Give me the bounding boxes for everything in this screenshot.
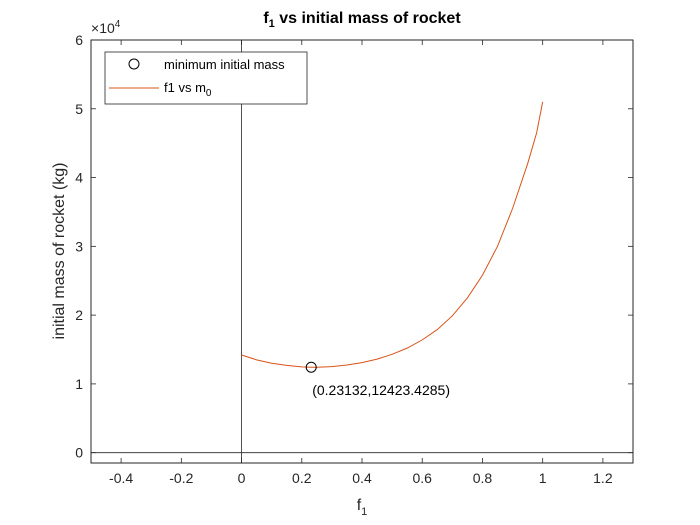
legend-marker-symbol [128, 58, 140, 70]
legend-box [104, 51, 308, 105]
x-tick-label: -0.2 [169, 470, 193, 486]
y-tick-label: 0 [75, 445, 83, 461]
y-tick-label: 5 [75, 101, 83, 117]
x-tick-label: 0.2 [292, 470, 312, 486]
legend: minimum initial mass f1 vs m0 [104, 51, 308, 105]
legend-entry-minimum: minimum initial mass [164, 57, 285, 72]
legend-entry-series-subscript: 0 [206, 88, 212, 99]
y-axis-multiplier: ×104 [91, 19, 121, 36]
plot-area [90, 39, 634, 464]
x-tick-label: 0 [238, 470, 246, 486]
legend-entry-series: f1 vs m0 [164, 80, 212, 99]
x-axis-label: f1 [357, 497, 368, 518]
chart-title-subscript: 1 [269, 18, 275, 30]
x-axis-ticks: -0.4 -0.2 0 0.2 0.4 0.6 0.8 1 1.2 [109, 40, 613, 486]
chart-title: f1 vs initial mass of rocket [263, 10, 461, 30]
y-tick-label: 3 [75, 238, 83, 254]
x-tick-label: 0.6 [412, 470, 432, 486]
x-axis-label-subscript: 1 [361, 506, 367, 518]
y-axis-ticks: 0 1 2 3 4 5 6 [75, 32, 633, 461]
y-tick-label: 6 [75, 32, 83, 48]
x-tick-label: 1 [539, 470, 547, 486]
x-tick-label: -0.4 [109, 470, 133, 486]
series-layer [241, 101, 544, 368]
minimum-marker-label: (0.23132,12423.4285) [312, 382, 450, 398]
chart-title-rest: vs initial mass of rocket [275, 10, 462, 27]
x-tick-label: 1.2 [593, 470, 613, 486]
y-axis-label: initial mass of rocket (kg) [51, 163, 68, 340]
y-tick-label: 2 [75, 307, 83, 323]
series-line [241, 101, 544, 368]
x-tick-label: 0.4 [352, 470, 372, 486]
minimum-marker-point [305, 361, 317, 373]
y-tick-label: 1 [75, 376, 83, 392]
x-tick-label: 0.8 [473, 470, 493, 486]
y-tick-label: 4 [75, 170, 83, 186]
